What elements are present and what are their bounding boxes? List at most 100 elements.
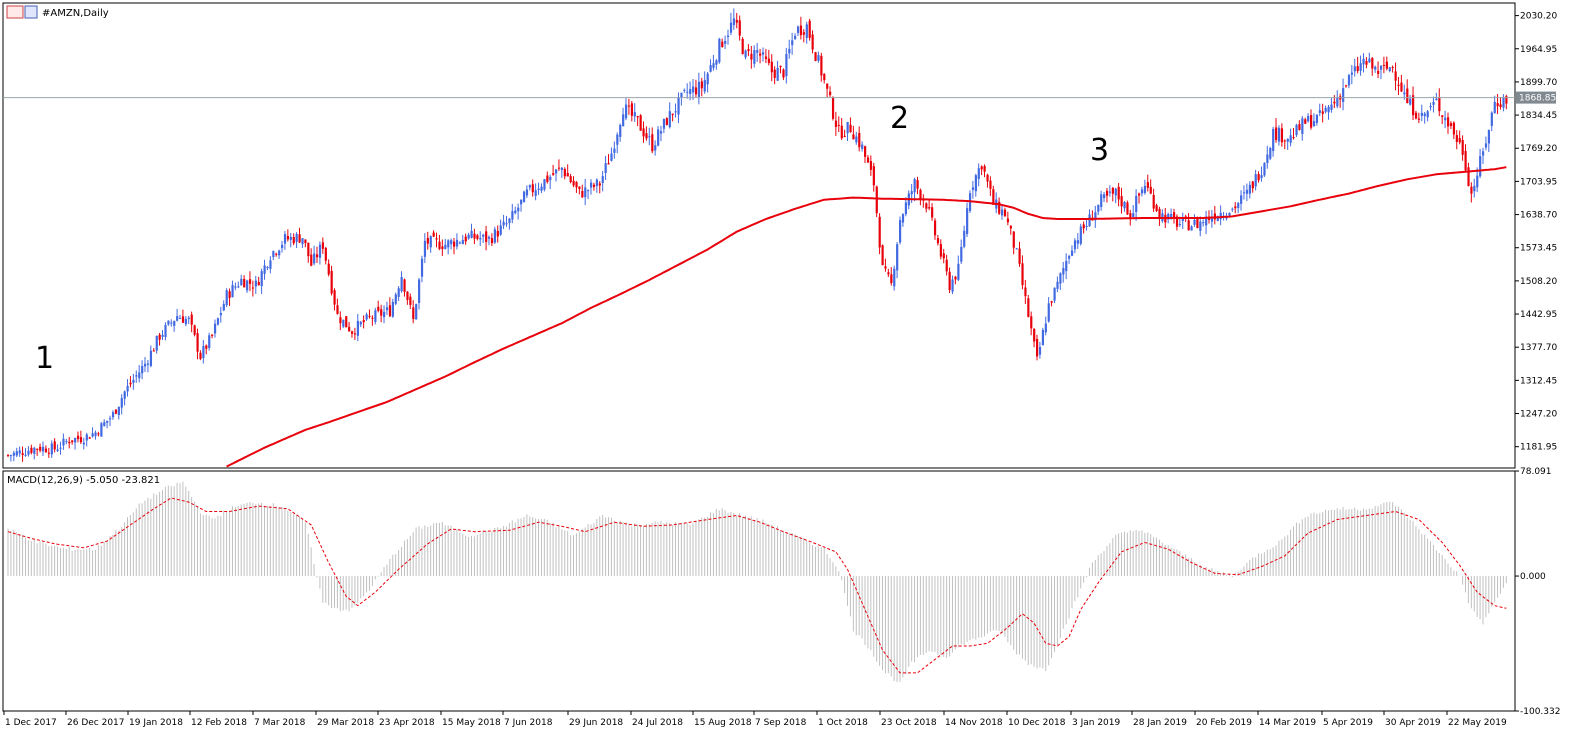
candle	[219, 306, 222, 323]
candle	[348, 321, 351, 333]
candle	[432, 230, 435, 238]
candle	[1353, 58, 1356, 77]
candle	[893, 265, 896, 291]
candle	[1027, 294, 1030, 318]
candle	[234, 282, 237, 291]
candle	[598, 181, 601, 194]
candle	[1111, 186, 1114, 202]
candle	[610, 147, 613, 162]
candle	[668, 102, 671, 129]
candle	[555, 168, 558, 182]
candle	[470, 223, 473, 239]
candle	[814, 51, 817, 62]
price-tick-label-8: 1508.20	[1520, 277, 1557, 287]
candle	[333, 288, 336, 311]
chart-title: #AMZN,Daily	[42, 8, 109, 19]
candle	[397, 286, 400, 301]
candle	[41, 441, 45, 456]
candle	[1190, 225, 1193, 231]
candle	[983, 164, 986, 178]
candle	[534, 183, 537, 201]
candle	[802, 29, 805, 43]
time-tick-label-16: 10 Dec 2018	[1008, 718, 1066, 728]
indicator-tick-label-1: 0.000	[1520, 572, 1546, 582]
candle	[304, 239, 307, 248]
candle	[916, 176, 919, 195]
candle	[505, 215, 508, 227]
candle	[869, 155, 873, 176]
candle	[1406, 79, 1409, 104]
candle	[56, 444, 59, 452]
time-tick-label-21: 5 Apr 2019	[1323, 718, 1373, 728]
candle	[636, 115, 639, 127]
candle	[1447, 112, 1450, 134]
candle	[450, 238, 453, 250]
candle	[724, 35, 727, 50]
candle	[861, 141, 864, 152]
candle	[350, 330, 354, 338]
candle	[960, 239, 963, 265]
price-tick-label-9: 1442.95	[1520, 310, 1557, 320]
candle	[222, 300, 225, 312]
candle	[254, 275, 257, 294]
candle	[228, 288, 231, 306]
candle	[12, 450, 16, 462]
candle	[1135, 189, 1138, 221]
candle	[706, 71, 709, 93]
candle	[1435, 92, 1438, 101]
candle	[1467, 162, 1470, 187]
candle	[1041, 327, 1045, 346]
candle	[1242, 185, 1246, 200]
candle	[1085, 219, 1088, 231]
candle	[487, 235, 491, 246]
candle	[1464, 144, 1467, 173]
candle	[1365, 57, 1368, 69]
candle	[473, 228, 476, 245]
candle	[1117, 182, 1120, 207]
candle	[782, 68, 785, 81]
candle	[1470, 182, 1473, 203]
candle	[39, 443, 42, 453]
candle	[1012, 231, 1015, 255]
candle	[1038, 341, 1042, 359]
candle	[1044, 316, 1047, 336]
candle	[482, 233, 485, 243]
candle	[114, 409, 118, 415]
candle	[208, 332, 211, 351]
candle	[776, 60, 779, 81]
candle	[251, 280, 255, 297]
candle	[823, 72, 826, 84]
candle	[467, 232, 470, 240]
candle	[246, 279, 249, 293]
candle	[1426, 109, 1429, 122]
candle	[590, 179, 593, 195]
candle	[796, 25, 800, 37]
candle	[418, 277, 421, 310]
time-tick-label-12: 7 Sep 2018	[755, 718, 807, 728]
candle	[1257, 171, 1260, 183]
candle	[281, 240, 284, 253]
candle	[531, 179, 534, 197]
candle	[1324, 105, 1327, 114]
candle	[383, 305, 386, 324]
time-tick-label-20: 14 Mar 2019	[1259, 718, 1316, 728]
candle	[945, 254, 948, 276]
candle	[1356, 56, 1359, 74]
candle	[257, 276, 260, 286]
candle	[1100, 190, 1103, 211]
candle	[149, 345, 153, 368]
price-tick-label-12: 1247.20	[1520, 410, 1557, 420]
candle	[1479, 148, 1482, 179]
candle	[1001, 205, 1004, 220]
candle	[36, 448, 39, 456]
candle	[939, 239, 942, 260]
candle	[1120, 187, 1123, 214]
candle	[744, 49, 747, 60]
candle	[400, 271, 403, 293]
time-tick-label-11: 15 Aug 2018	[694, 718, 752, 728]
candle	[1414, 110, 1418, 120]
candle	[117, 406, 120, 420]
candle	[368, 309, 371, 319]
candle	[1053, 287, 1056, 304]
